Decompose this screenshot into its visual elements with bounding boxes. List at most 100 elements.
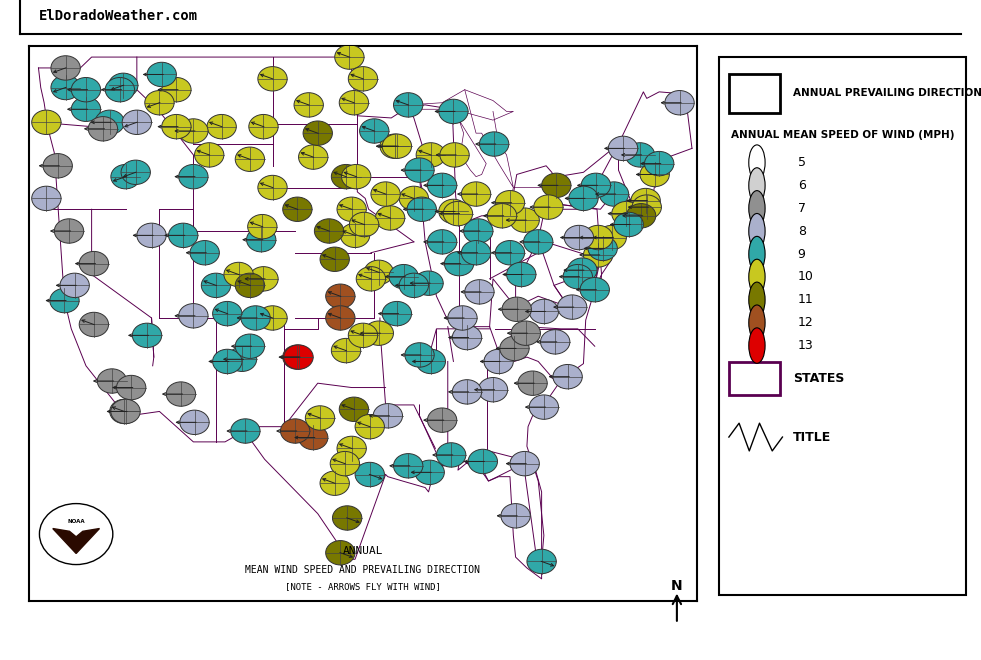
Circle shape <box>314 219 343 243</box>
Circle shape <box>235 147 265 172</box>
Circle shape <box>179 304 208 328</box>
Circle shape <box>524 230 553 254</box>
Circle shape <box>627 203 655 228</box>
Circle shape <box>437 443 466 467</box>
Circle shape <box>54 219 83 243</box>
Circle shape <box>31 110 61 135</box>
Circle shape <box>588 236 617 261</box>
Text: NOAA: NOAA <box>68 519 85 525</box>
Circle shape <box>79 312 109 337</box>
Circle shape <box>407 197 437 222</box>
Circle shape <box>389 265 418 289</box>
Circle shape <box>283 197 312 222</box>
Circle shape <box>599 182 629 206</box>
Text: ANNUAL: ANNUAL <box>342 546 384 556</box>
Circle shape <box>320 471 349 496</box>
Circle shape <box>169 223 198 248</box>
Circle shape <box>326 306 355 330</box>
Circle shape <box>355 414 385 439</box>
Circle shape <box>298 145 328 169</box>
Circle shape <box>529 299 558 323</box>
Text: N: N <box>671 579 683 593</box>
Circle shape <box>608 136 638 160</box>
Circle shape <box>383 134 412 158</box>
Text: ANNUAL MEAN SPEED OF WIND (MPH): ANNUAL MEAN SPEED OF WIND (MPH) <box>732 130 955 140</box>
Bar <box>729 74 780 113</box>
Circle shape <box>348 67 378 91</box>
Circle shape <box>39 504 113 564</box>
Circle shape <box>258 176 287 200</box>
Circle shape <box>541 330 570 354</box>
Circle shape <box>356 267 386 291</box>
Text: [NOTE - ARROWS FLY WITH WIND]: [NOTE - ARROWS FLY WITH WIND] <box>285 582 440 591</box>
Circle shape <box>224 262 253 286</box>
Circle shape <box>428 230 457 254</box>
Circle shape <box>580 277 609 302</box>
Circle shape <box>632 195 661 219</box>
Circle shape <box>339 397 369 422</box>
Circle shape <box>480 132 509 156</box>
Circle shape <box>249 114 279 139</box>
Circle shape <box>162 114 191 139</box>
Circle shape <box>60 273 89 298</box>
Circle shape <box>162 77 191 102</box>
Circle shape <box>284 345 313 370</box>
Circle shape <box>180 410 209 434</box>
Circle shape <box>569 186 598 211</box>
Circle shape <box>335 45 364 69</box>
Circle shape <box>465 280 494 304</box>
Circle shape <box>110 399 139 424</box>
Circle shape <box>393 453 423 478</box>
Circle shape <box>399 186 429 211</box>
Circle shape <box>207 114 236 139</box>
Circle shape <box>166 382 195 407</box>
Circle shape <box>305 406 335 430</box>
Circle shape <box>95 110 125 135</box>
Circle shape <box>439 143 469 167</box>
Circle shape <box>88 117 118 141</box>
Circle shape <box>527 549 556 574</box>
Text: MEAN WIND SPEED AND PREVAILING DIRECTION: MEAN WIND SPEED AND PREVAILING DIRECTION <box>245 565 481 575</box>
Circle shape <box>72 77 101 102</box>
Circle shape <box>749 213 765 249</box>
Circle shape <box>121 160 150 185</box>
Circle shape <box>213 349 242 374</box>
Circle shape <box>235 334 265 358</box>
Circle shape <box>337 197 366 222</box>
Circle shape <box>568 258 597 282</box>
Circle shape <box>213 302 242 326</box>
Circle shape <box>132 323 162 348</box>
Circle shape <box>511 321 541 345</box>
Circle shape <box>332 164 361 189</box>
Circle shape <box>488 203 517 228</box>
Text: 11: 11 <box>798 293 813 306</box>
Text: TITLE: TITLE <box>793 430 831 444</box>
Circle shape <box>749 145 765 180</box>
Circle shape <box>235 273 265 298</box>
Circle shape <box>355 462 385 486</box>
Circle shape <box>749 282 765 317</box>
Circle shape <box>339 90 369 115</box>
Circle shape <box>298 425 328 449</box>
Polygon shape <box>53 529 99 554</box>
Circle shape <box>249 267 279 291</box>
Circle shape <box>415 460 444 484</box>
Circle shape <box>247 214 277 239</box>
Circle shape <box>179 164 208 189</box>
Circle shape <box>43 154 73 178</box>
Text: ANNUAL PREVAILING DIRECTION: ANNUAL PREVAILING DIRECTION <box>793 88 981 98</box>
Circle shape <box>563 265 593 289</box>
Circle shape <box>241 306 270 330</box>
Circle shape <box>147 62 177 86</box>
Circle shape <box>506 262 536 286</box>
Circle shape <box>337 436 366 461</box>
Circle shape <box>405 343 435 367</box>
Circle shape <box>529 395 558 419</box>
Circle shape <box>749 305 765 341</box>
Circle shape <box>376 206 405 230</box>
Circle shape <box>542 173 571 197</box>
Bar <box>729 362 780 395</box>
Circle shape <box>97 369 127 393</box>
Text: 9: 9 <box>798 248 805 261</box>
Circle shape <box>614 213 644 237</box>
